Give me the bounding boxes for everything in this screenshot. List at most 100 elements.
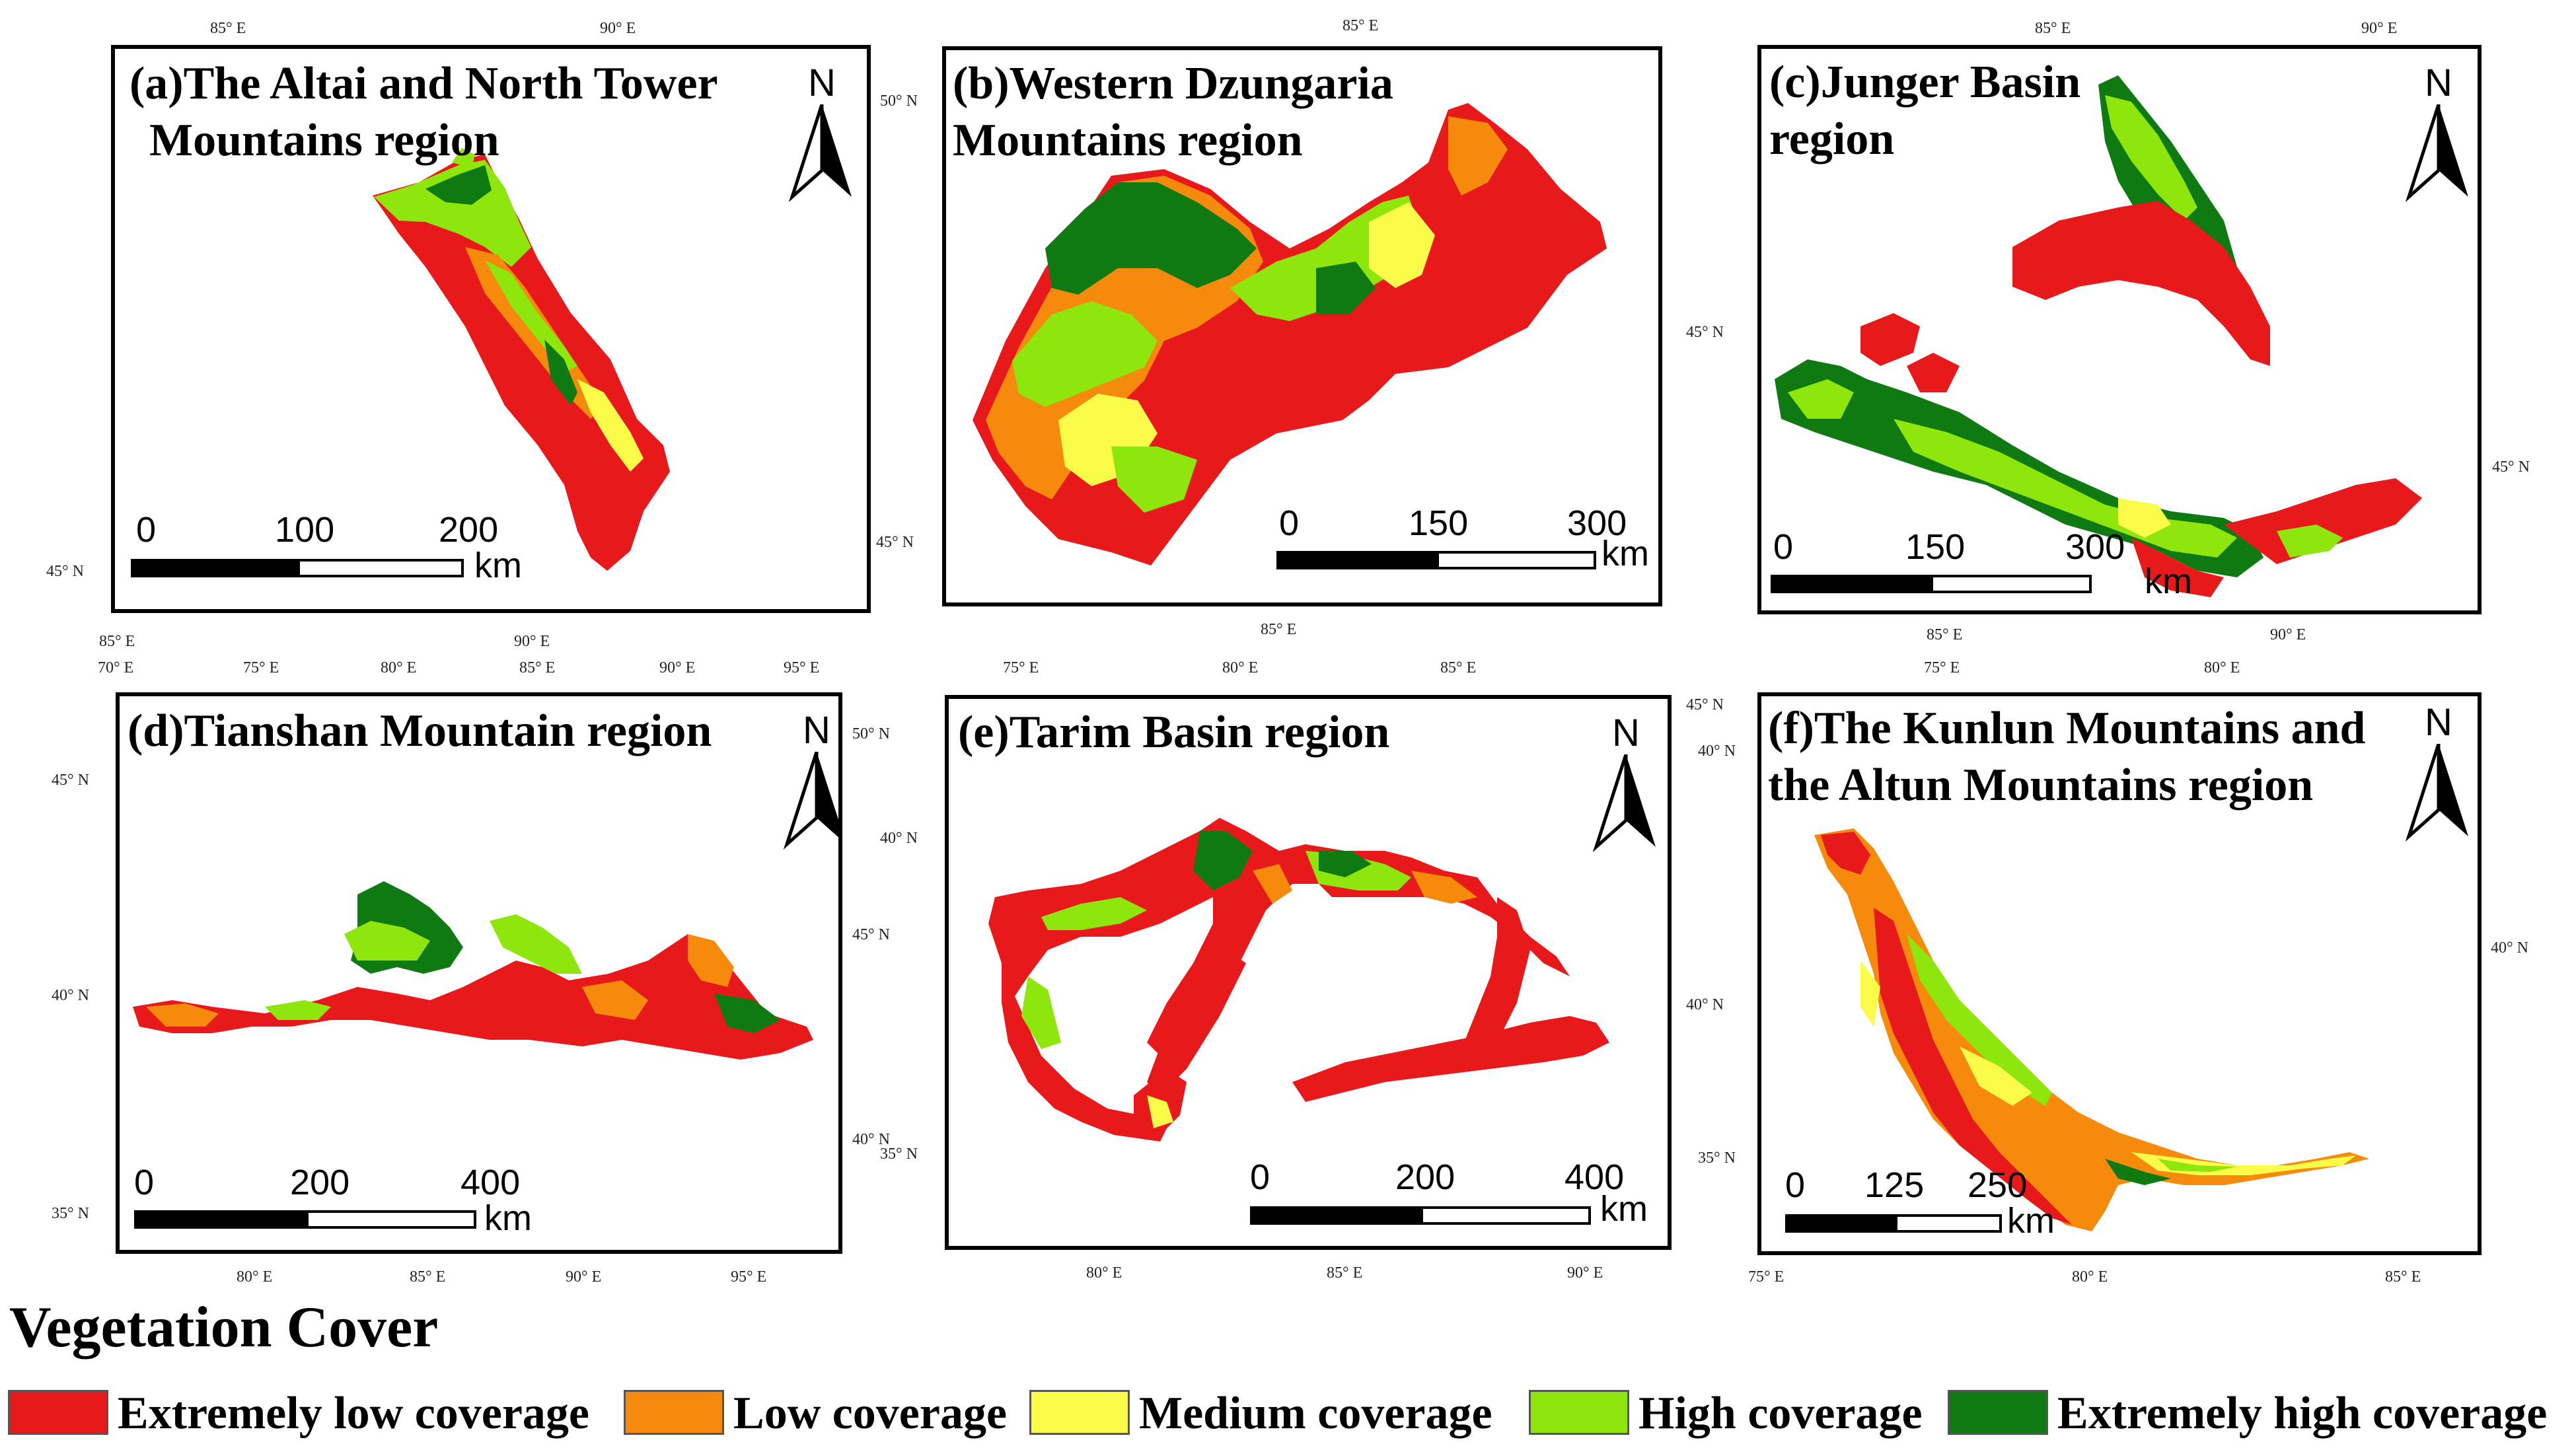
panel-a-title-line1: (a)The Altai and North Tower — [129, 58, 718, 109]
tick-f-bottom-1: 80° E — [2072, 1268, 2108, 1286]
tick-e-top-0: 75° E — [1003, 659, 1039, 676]
legend-swatch — [1029, 1390, 1130, 1435]
scale-label-mid: 200 — [1395, 1157, 1455, 1197]
scale-unit: km — [1601, 534, 1649, 573]
scale-label-0: 0 — [1785, 1165, 1806, 1205]
scale-unit: km — [474, 546, 522, 585]
scale-bar-black — [1276, 551, 1439, 569]
panel-a-title: (a)The Altai and North Tower Mountains r… — [129, 55, 718, 169]
tick-b-bottom-0: 85° E — [1261, 621, 1297, 638]
map-altai-region — [373, 148, 670, 571]
north-arrow-icon — [1592, 754, 1656, 852]
scale-unit: km — [484, 1198, 532, 1238]
tick-a-top-0: 85° E — [210, 20, 246, 37]
panel-a-north-arrow: N — [786, 63, 858, 215]
tick-d-bottom-0: 80° E — [237, 1268, 273, 1286]
panel-c-title: (c)Junger Basin region — [1769, 54, 2080, 168]
scale-bar-white — [297, 559, 464, 577]
tick-e-bottom-1: 85° E — [1327, 1264, 1363, 1282]
tick-f-bottom-0: 75° E — [1748, 1268, 1785, 1286]
tick-d-bottom-2: 90° E — [566, 1268, 602, 1286]
tick-d-top-2: 80° E — [381, 659, 417, 676]
tick-e-left-1: 35° N — [880, 1145, 918, 1163]
panel-c-north-arrow: N — [2402, 63, 2475, 215]
scale-bar-white — [306, 1210, 476, 1229]
scale-label-mid: 150 — [1409, 503, 1469, 543]
tick-d-top-5: 95° E — [784, 659, 820, 676]
tick-a-bottom-1: 90° E — [514, 633, 550, 650]
tick-e-left-0: 40° N — [880, 830, 918, 847]
tick-e-bottom-2: 90° E — [1567, 1264, 1603, 1282]
tick-f-right-0: 40° N — [2491, 939, 2528, 957]
north-arrow-icon — [2405, 744, 2468, 842]
scale-label-max: 300 — [2065, 527, 2125, 567]
panel-e-title-line1: (e)Tarim Basin region — [958, 707, 1390, 758]
scale-label-0: 0 — [1250, 1157, 1270, 1197]
panel-c: (c)Junger Basin region N 0 150 300 km — [1757, 45, 2482, 614]
panel-b-title: (b)Western Dzungaria Mountains region — [953, 55, 1393, 169]
panel-f-north-arrow: N — [2402, 703, 2475, 855]
tick-a-top-1: 90° E — [600, 20, 636, 37]
tick-c-right-0: 45° N — [2492, 458, 2530, 476]
scale-label-mid: 200 — [290, 1163, 350, 1202]
scale-bar-black — [1771, 575, 1933, 593]
tick-e-bottom-0: 80° E — [1086, 1264, 1122, 1282]
tick-d-left-1: 40° N — [52, 987, 89, 1004]
panel-f-north-label: N — [2425, 701, 2452, 744]
tick-f-bottom-2: 85° E — [2385, 1268, 2421, 1286]
panel-e-north-label: N — [1612, 711, 1640, 754]
legend-label: Extremely high coverage — [2057, 1388, 2548, 1439]
legend-swatch — [8, 1390, 108, 1435]
legend-swatch — [624, 1390, 724, 1435]
map-tianshan-region — [133, 881, 813, 1060]
panel-f-title-line2: the Altun Mountains region — [1768, 760, 2314, 811]
panel-d-title: (d)Tianshan Mountain region — [128, 703, 712, 760]
scale-label-max: 200 — [439, 510, 499, 550]
panel-a: (a)The Altai and North Tower Mountains r… — [111, 45, 871, 613]
tick-d-right-1: 45° N — [852, 926, 890, 943]
scale-label-mid: 100 — [275, 510, 335, 550]
tick-e-right-1: 40° N — [1686, 996, 1724, 1013]
tick-d-top-1: 75° E — [243, 659, 279, 676]
legend-swatch — [1948, 1390, 2048, 1435]
panel-c-title-line2: region — [1769, 114, 1895, 164]
panel-a-north-label: N — [808, 61, 836, 104]
tick-e-top-2: 85° E — [1440, 659, 1477, 676]
panel-b-title-line1: (b)Western Dzungaria — [953, 58, 1393, 109]
legend-swatch — [1529, 1390, 1629, 1435]
tick-f-left-0: 40° N — [1698, 743, 1736, 760]
tick-c-top-1: 90° E — [2361, 20, 2398, 37]
scale-bar-black — [134, 1210, 309, 1229]
north-arrow-icon — [788, 104, 852, 202]
tick-d-left-2: 35° N — [52, 1205, 89, 1222]
scale-label-mid: 125 — [1864, 1165, 1925, 1205]
panel-f-title-line1: (f)The Kunlun Mountains and — [1768, 703, 2366, 754]
tick-a-right-0: 50° N — [880, 92, 918, 110]
legend-label: Medium coverage — [1139, 1388, 1492, 1439]
tick-c-top-0: 85° E — [2035, 20, 2071, 37]
panel-b: (b)Western Dzungaria Mountains region 0 … — [942, 46, 1662, 606]
map-junger-basin — [1775, 75, 2422, 597]
scale-label-0: 0 — [1279, 503, 1300, 543]
tick-d-bottom-1: 85° E — [410, 1268, 446, 1286]
legend-title: Vegetation Cover — [9, 1295, 439, 1360]
tick-d-top-3: 85° E — [519, 659, 556, 676]
tick-d-left-0: 45° N — [52, 772, 89, 789]
north-arrow-icon — [783, 752, 838, 850]
tick-a-bottom-0: 85° E — [99, 633, 135, 650]
tick-c-left-0: 45° N — [1686, 324, 1724, 341]
scale-bar-black — [1250, 1206, 1423, 1225]
tick-f-left-1: 35° N — [1698, 1149, 1736, 1167]
panel-c-north-label: N — [2425, 61, 2452, 104]
scale-label-max: 300 — [1567, 503, 1627, 543]
tick-c-bottom-1: 90° E — [2270, 626, 2306, 643]
panel-e: (e)Tarim Basin region N 0 200 400 km — [945, 695, 1672, 1250]
scale-label-max: 400 — [460, 1163, 521, 1202]
tick-d-bottom-3: 95° E — [731, 1268, 767, 1286]
tick-e-top-1: 80° E — [1222, 659, 1259, 676]
tick-f-top-0: 75° E — [1924, 659, 1960, 676]
tick-d-top-0: 70° E — [98, 659, 134, 676]
panel-e-title: (e)Tarim Basin region — [958, 704, 1389, 761]
panel-c-title-line1: (c)Junger Basin — [1769, 57, 2081, 108]
panel-e-north-arrow: N — [1590, 713, 1662, 865]
